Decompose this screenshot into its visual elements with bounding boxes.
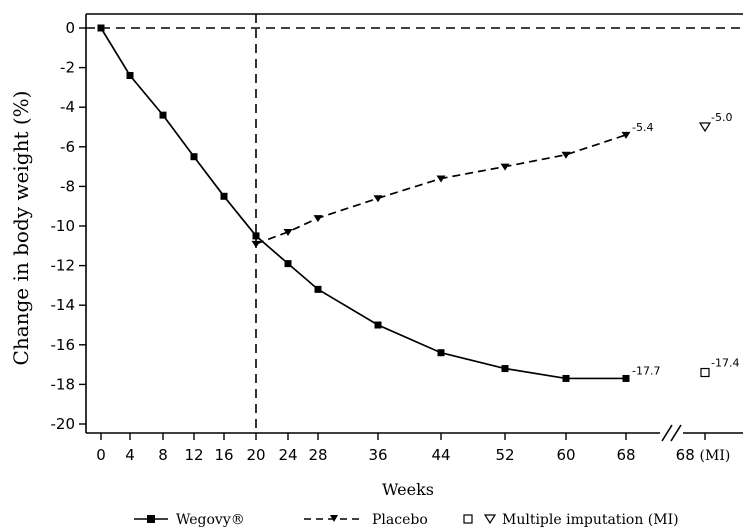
placebo-point xyxy=(283,228,293,236)
wegovy-point xyxy=(284,260,292,268)
x-tick-label-mi: 68 (MI) xyxy=(676,446,731,464)
wegovy-line xyxy=(100,27,626,380)
placebo-mi-point xyxy=(698,122,712,133)
y-tick-label: -4 xyxy=(60,98,75,116)
x-tick-label: 24 xyxy=(278,446,297,464)
x-tick-label: 44 xyxy=(431,446,450,464)
placebo-point xyxy=(561,151,571,159)
x-tick-label: 52 xyxy=(495,446,514,464)
series-wegovy: -17.7 -17.4 xyxy=(97,24,739,382)
placebo-point xyxy=(373,195,383,203)
legend-wegovy-label: Wegovy® xyxy=(176,512,245,528)
legend-placebo-marker xyxy=(330,515,338,522)
x-axis-label: Weeks xyxy=(382,480,434,499)
y-tick-label: -14 xyxy=(51,296,76,314)
wegovy-end-label: -17.7 xyxy=(632,364,660,377)
placebo-point xyxy=(251,240,261,248)
data-series: -17.7 -17.4 -5.4 -5.0 xyxy=(97,24,739,382)
wegovy-point xyxy=(126,72,134,80)
y-tick-label: -10 xyxy=(51,217,76,235)
axis-break-mark xyxy=(661,424,673,442)
wegovy-point xyxy=(314,285,322,293)
placebo-point xyxy=(436,175,446,183)
reference-lines xyxy=(86,14,743,433)
placebo-point xyxy=(313,215,323,223)
wegovy-point xyxy=(437,349,445,357)
x-tick-label: 68 xyxy=(616,446,635,464)
legend-mi-label: Multiple imputation (MI) xyxy=(502,512,679,528)
legend-wegovy-marker xyxy=(147,515,155,523)
plot-frame xyxy=(85,13,743,442)
wegovy-point xyxy=(622,374,630,382)
x-tick-label: 8 xyxy=(158,446,168,464)
legend-placebo-label: Placebo xyxy=(372,512,428,528)
wegovy-mi-point xyxy=(700,367,710,378)
legend: Wegovy® Placebo Multiple imputation (MI) xyxy=(134,512,679,528)
wegovy-point xyxy=(159,111,167,119)
wegovy-point xyxy=(190,153,198,161)
wegovy-point xyxy=(562,374,570,382)
wegovy-mi-label: -17.4 xyxy=(711,357,739,370)
placebo-end-label: -5.4 xyxy=(632,121,653,134)
x-tick-label: 36 xyxy=(368,446,387,464)
x-tick-label: 28 xyxy=(308,446,327,464)
placebo-line xyxy=(255,134,627,245)
wegovy-point xyxy=(97,24,105,32)
y-tick-label: 0 xyxy=(65,19,75,37)
axis-break-mark xyxy=(670,424,682,442)
placebo-point xyxy=(621,131,631,139)
wegovy-point xyxy=(374,321,382,329)
x-tick-label: 16 xyxy=(214,446,233,464)
y-tick-label: -16 xyxy=(51,336,76,354)
placebo-point xyxy=(500,163,510,171)
y-tick-label: -6 xyxy=(60,138,75,156)
x-tick-label: 20 xyxy=(246,446,265,464)
y-tick-label: -12 xyxy=(51,257,76,275)
x-tick-label: 4 xyxy=(125,446,135,464)
x-tick-label: 60 xyxy=(556,446,575,464)
x-tick-label: 12 xyxy=(184,446,203,464)
y-axis-label: Change in body weight (%) xyxy=(9,91,33,366)
legend-mi-triangle-marker xyxy=(483,514,497,525)
y-tick-label: -8 xyxy=(60,177,75,195)
legend-mi-square-marker xyxy=(463,514,473,524)
x-axis-ticks: 0 4 8 12 16 20 24 28 36 44 52 60 68 68 (MI) xyxy=(96,433,730,464)
y-tick-label: -20 xyxy=(51,415,76,433)
wegovy-point xyxy=(501,365,509,373)
wegovy-point xyxy=(252,232,260,240)
y-tick-label: -18 xyxy=(51,375,76,393)
series-placebo: -5.4 -5.0 xyxy=(251,111,732,248)
y-axis-ticks: 0 -2 -4 -6 -8 -10 -12 -14 -16 -18 -20 xyxy=(51,19,86,433)
wegovy-point xyxy=(220,192,228,200)
y-tick-label: -2 xyxy=(60,59,75,77)
placebo-mi-label: -5.0 xyxy=(711,111,732,124)
x-tick-label: 0 xyxy=(96,446,106,464)
